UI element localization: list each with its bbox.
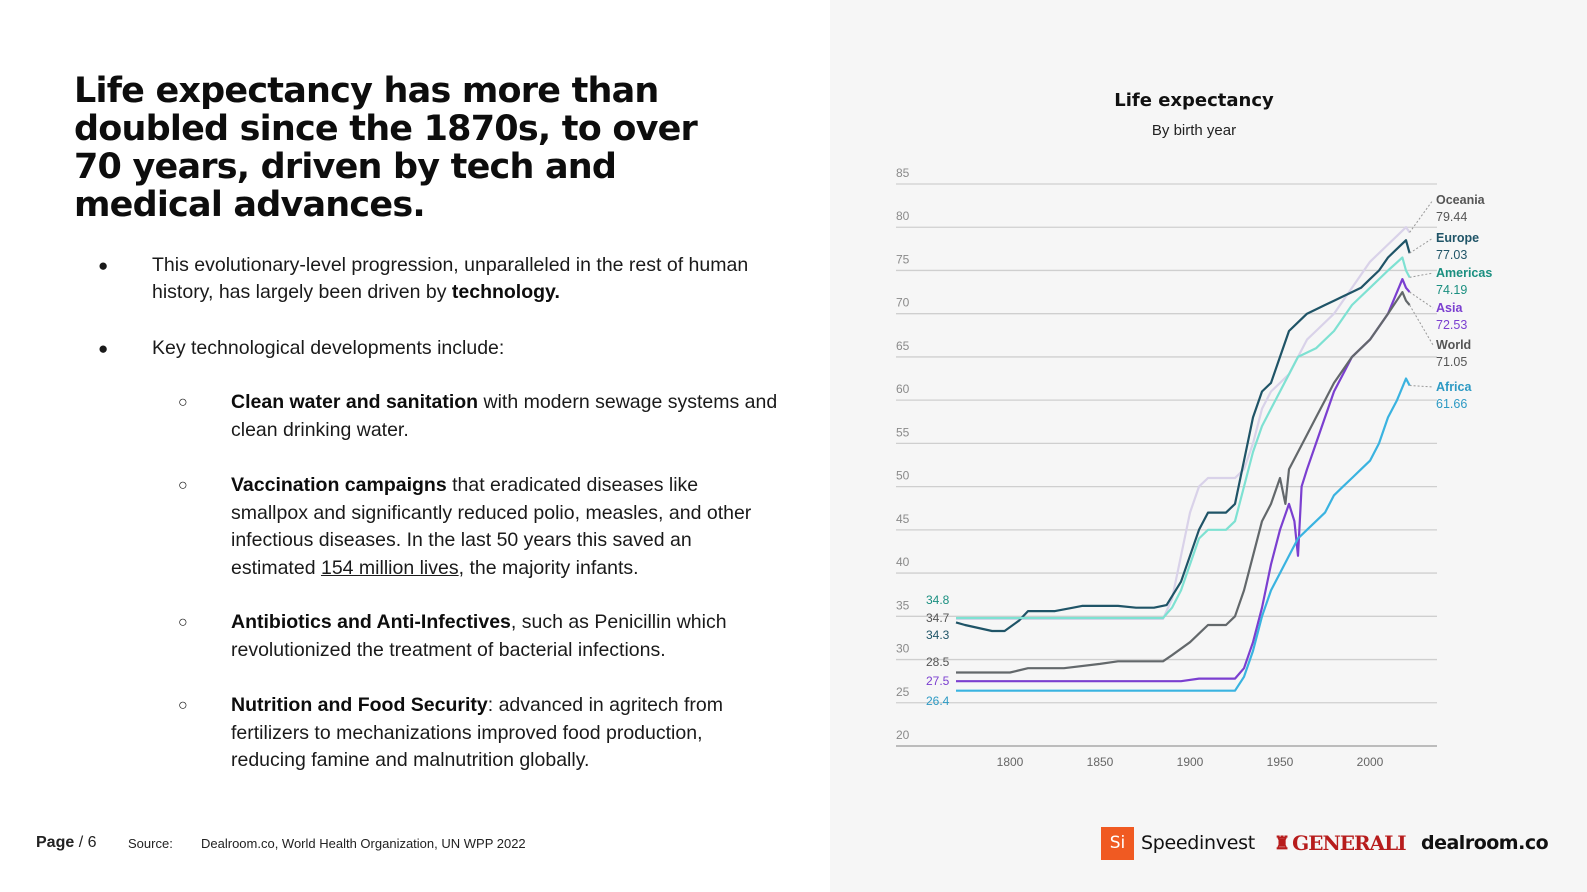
- chart-subtitle: By birth year: [1152, 122, 1236, 139]
- start-value-label: 34.7: [926, 611, 950, 625]
- bullet-item: ● Key technological developments include…: [0, 335, 780, 362]
- start-value-label: 34.3: [926, 628, 950, 642]
- sub-bullet-text: , such as Penicillin which revolutionize…: [231, 611, 727, 661]
- y-tick-label: 25: [896, 685, 910, 699]
- sub-bullet-marker: ○: [178, 477, 188, 494]
- sub-bullet-text: : advanced in agritech from fertilizers …: [231, 694, 723, 771]
- bullet-text: This evolutionary-level progression, unp…: [152, 254, 749, 303]
- sub-bullet-bold: Nutrition and Food Security: [231, 694, 488, 716]
- x-tick-label: 1900: [1177, 755, 1204, 769]
- series-end-value-label: 71.05: [1436, 355, 1467, 369]
- lives-saved-link[interactable]: 154 million lives: [320, 556, 459, 579]
- y-tick-label: 85: [896, 166, 910, 180]
- y-tick-label: 80: [896, 209, 910, 223]
- y-tick-label: 55: [896, 425, 910, 439]
- y-tick-label: 30: [896, 642, 910, 656]
- label-leader-line: [1409, 272, 1434, 278]
- source-label: Source:: [128, 836, 173, 851]
- bullet-list: ● This evolutionary-level progression, u…: [0, 252, 780, 775]
- label-leader-line: [1409, 384, 1434, 388]
- page-label-count: / 6: [74, 834, 97, 851]
- start-value-label: 28.5: [926, 655, 950, 669]
- chart-panel: [830, 0, 1587, 892]
- y-tick-label: 65: [896, 339, 910, 353]
- label-leader-line: [1409, 237, 1434, 254]
- series-end-value-label: 77.03: [1436, 248, 1467, 262]
- page-number: Page / 6: [36, 834, 96, 852]
- sub-bullet-bold: Antibiotics and Anti-Infectives: [231, 611, 511, 633]
- y-tick-label: 75: [896, 252, 910, 266]
- series-name-label: Europe: [1436, 231, 1479, 245]
- label-leader-line: [1409, 199, 1434, 233]
- sub-bullet-text: with modern sewage systems and clean dri…: [231, 391, 778, 441]
- start-value-label: 34.8: [926, 593, 950, 607]
- generali-logo: ♜ GENERALI: [1274, 826, 1407, 860]
- sub-bullet-item: ○ Clean water and sanitation with modern…: [0, 389, 780, 444]
- series-name-label: Oceania: [1436, 193, 1486, 207]
- series-name-label: Africa: [1436, 380, 1472, 394]
- bullet-bold-text: technology.: [451, 281, 560, 303]
- sub-bullet-item: ○ Vaccination campaigns that eradicated …: [0, 472, 780, 582]
- sub-bullet-bold: Vaccination campaigns: [231, 474, 447, 496]
- series-name-label: World: [1436, 338, 1471, 352]
- label-leader-line: [1409, 304, 1434, 346]
- y-tick-label: 20: [896, 728, 910, 742]
- start-value-label: 26.4: [926, 694, 950, 708]
- speedinvest-wordmark: Speedinvest: [1141, 832, 1255, 854]
- speedinvest-mark: Si: [1101, 826, 1134, 860]
- sub-bullet-item: ○ Nutrition and Food Security: advanced …: [0, 692, 780, 775]
- life-expectancy-chart: Life expectancy By birth year 20 25 30 35 40…: [896, 90, 1492, 769]
- series-end-value-label: 61.66: [1436, 397, 1467, 411]
- y-tick-label: 60: [896, 382, 910, 396]
- source-text: Dealroom.co, World Health Organization, …: [201, 836, 526, 851]
- slide-title: Life expectancy has more than doubled si…: [74, 71, 698, 225]
- y-tick-label: 40: [896, 555, 910, 569]
- sub-bullet-text: that eradicated diseases like smallpox a…: [231, 474, 752, 579]
- series-end-value-label: 79.44: [1436, 210, 1467, 224]
- text-panel: [0, 0, 830, 892]
- series-line-asia: [956, 278, 1411, 683]
- series-line-oceania: [956, 226, 1411, 620]
- y-tick-label: 45: [896, 512, 910, 526]
- start-value-label: 27.5: [926, 674, 950, 688]
- y-tick-label: 50: [896, 469, 910, 483]
- bullet-item: ● This evolutionary-level progression, u…: [0, 252, 780, 306]
- speedinvest-logo: Si Speedinvest: [1101, 826, 1255, 860]
- sub-bullet-marker: ○: [178, 614, 188, 631]
- chart-labels: 34.7 Oceania 79.44 34.3 Europe 77.03 34.8 Ameri…: [926, 193, 1492, 708]
- label-leader-line: [1409, 291, 1434, 309]
- chart-gridlines: 20 25 30 35 40 45 50 55 60 65 70 75 80 85 1800 1850 1900…: [896, 166, 1437, 769]
- lion-icon: ♜: [1274, 832, 1290, 854]
- x-tick-label: 2000: [1357, 755, 1384, 769]
- bullet-text: Key technological developments include:: [152, 337, 505, 359]
- sub-bullet-text-after: , the majority infants.: [458, 556, 639, 579]
- series-name-label: Americas: [1436, 266, 1492, 280]
- sub-bullet-bold: Clean water and sanitation: [231, 391, 479, 413]
- y-tick-label: 35: [896, 598, 910, 612]
- y-tick-label: 70: [896, 296, 910, 310]
- series-end-value-label: 72.53: [1436, 318, 1467, 332]
- series-line-europe: [955, 239, 1411, 633]
- series-name-label: Asia: [1436, 301, 1463, 315]
- x-tick-label: 1800: [997, 755, 1024, 769]
- series-line-africa: [956, 377, 1411, 692]
- sub-bullet-item: ○ Antibiotics and Anti-Infectives, such …: [0, 609, 780, 664]
- series-line-world: [956, 291, 1411, 674]
- series-line-americas: [956, 256, 1411, 620]
- bullet-marker: ●: [98, 339, 109, 358]
- generali-wordmark: GENERALI: [1292, 831, 1406, 855]
- x-tick-label: 1950: [1267, 755, 1294, 769]
- sub-bullet-marker: ○: [178, 394, 188, 411]
- page-label-bold: Page: [36, 834, 75, 851]
- dealroom-logo: dealroom.co: [1421, 832, 1549, 854]
- x-tick-label: 1850: [1087, 755, 1114, 769]
- bullet-marker: ●: [98, 256, 109, 275]
- series-end-value-label: 74.19: [1436, 283, 1467, 297]
- chart-series: [955, 226, 1411, 692]
- sub-bullet-marker: ○: [178, 697, 188, 714]
- chart-title: Life expectancy: [1114, 90, 1274, 111]
